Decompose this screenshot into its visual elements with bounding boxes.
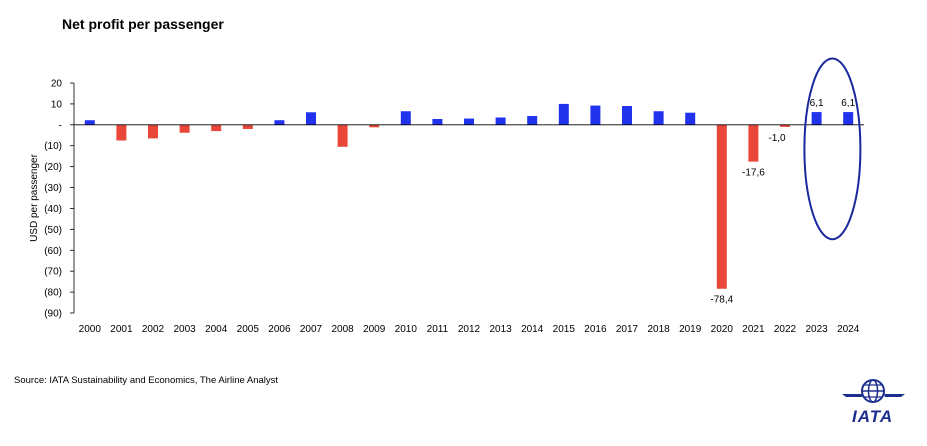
y-tick-label: 20 — [51, 79, 63, 90]
x-tick-label: 2004 — [205, 324, 228, 335]
bar-2003 — [179, 124, 190, 133]
highlight-ellipse — [803, 57, 862, 241]
x-tick-label: 2022 — [774, 324, 797, 335]
x-tick-label: 2001 — [110, 324, 133, 335]
bar-2011 — [432, 118, 443, 125]
data-labels: -78,4 -17,6 -1,0 6,1 6,1 — [710, 98, 855, 306]
x-tick-label: 2007 — [300, 324, 323, 335]
y-tick-label: - — [59, 120, 62, 131]
y-tick-label: (30) — [44, 183, 62, 194]
x-tick-label: 2023 — [805, 324, 828, 335]
globe-icon — [842, 379, 905, 403]
x-tick-label: 2012 — [458, 324, 481, 335]
logo-text: IATA — [852, 407, 893, 426]
bar-2020 — [716, 124, 727, 289]
y-tick-label: (20) — [44, 162, 62, 173]
bar-2004 — [211, 124, 222, 132]
x-tick-label: 2006 — [268, 324, 291, 335]
x-tick-label: 2021 — [742, 324, 765, 335]
bar-2023 — [811, 112, 822, 125]
bar-2006 — [274, 120, 285, 125]
bar-2007 — [306, 112, 316, 125]
bar-2021 — [748, 124, 759, 162]
x-tick-label: 2013 — [489, 324, 512, 335]
data-label-2023: 6,1 — [810, 98, 824, 109]
bar-2015 — [558, 103, 569, 125]
x-tick-label: 2000 — [79, 324, 102, 335]
y-axis-label: USD per passenger — [29, 153, 40, 241]
bar-2001 — [116, 124, 127, 141]
x-tick-label: 2019 — [679, 324, 702, 335]
y-axis-ticks: 20 10 - (10) (20) (30) (40) (50) (60) (70) (80) (90… — [44, 79, 74, 320]
bar-2005 — [242, 124, 253, 129]
data-label-2024: 6,1 — [841, 98, 855, 109]
y-tick-label: (10) — [44, 141, 62, 152]
y-axis-label-group: USD per passenger — [29, 153, 40, 241]
data-label-2021: -17,6 — [742, 168, 765, 179]
source-note: Source: IATA Sustainability and Economic… — [14, 375, 278, 386]
bar-2013 — [495, 117, 506, 125]
x-tick-label: 2024 — [837, 324, 860, 335]
bar-2017 — [622, 106, 632, 125]
bar-2019 — [685, 112, 696, 125]
bar-2012 — [464, 118, 474, 125]
y-tick-label: (50) — [44, 225, 62, 236]
data-label-2022: -1,0 — [768, 133, 786, 144]
x-tick-label: 2020 — [711, 324, 734, 335]
x-tick-label: 2002 — [142, 324, 165, 335]
x-tick-label: 2010 — [395, 324, 418, 335]
y-tick-label: (80) — [44, 288, 62, 299]
x-tick-label: 2003 — [173, 324, 196, 335]
bar-2008 — [337, 124, 348, 147]
bar-2009 — [369, 124, 380, 128]
bar-2016 — [590, 105, 601, 125]
y-tick-label: (60) — [44, 246, 62, 257]
x-tick-label: 2016 — [584, 324, 607, 335]
bar-2002 — [148, 124, 158, 139]
bar-2000 — [84, 120, 95, 125]
x-tick-label: 2014 — [521, 324, 544, 335]
x-tick-label: 2009 — [363, 324, 386, 335]
y-tick-label: (90) — [44, 309, 62, 320]
iata-logo: IATA — [842, 379, 905, 426]
x-axis-ticks: 2000 2001 2002 2003 2004 2005 2006 2007 2008 2009… — [79, 324, 860, 335]
x-tick-label: 2015 — [553, 324, 576, 335]
bar-2010 — [400, 111, 411, 125]
y-tick-label: (70) — [44, 267, 62, 278]
bar-2014 — [527, 116, 538, 125]
x-tick-label: 2011 — [427, 324, 449, 335]
bar-2022 — [780, 124, 790, 127]
bars — [84, 103, 854, 289]
y-tick-label: 10 — [51, 99, 63, 110]
x-tick-label: 2008 — [331, 324, 354, 335]
x-tick-label: 2005 — [237, 324, 260, 335]
bar-2024 — [843, 112, 854, 125]
x-tick-label: 2017 — [616, 324, 639, 335]
bar-2018 — [653, 111, 664, 125]
y-tick-label: (40) — [44, 204, 62, 215]
chart-title: Net profit per passenger — [62, 16, 224, 32]
data-label-2020: -78,4 — [710, 295, 733, 306]
x-tick-label: 2018 — [647, 324, 670, 335]
